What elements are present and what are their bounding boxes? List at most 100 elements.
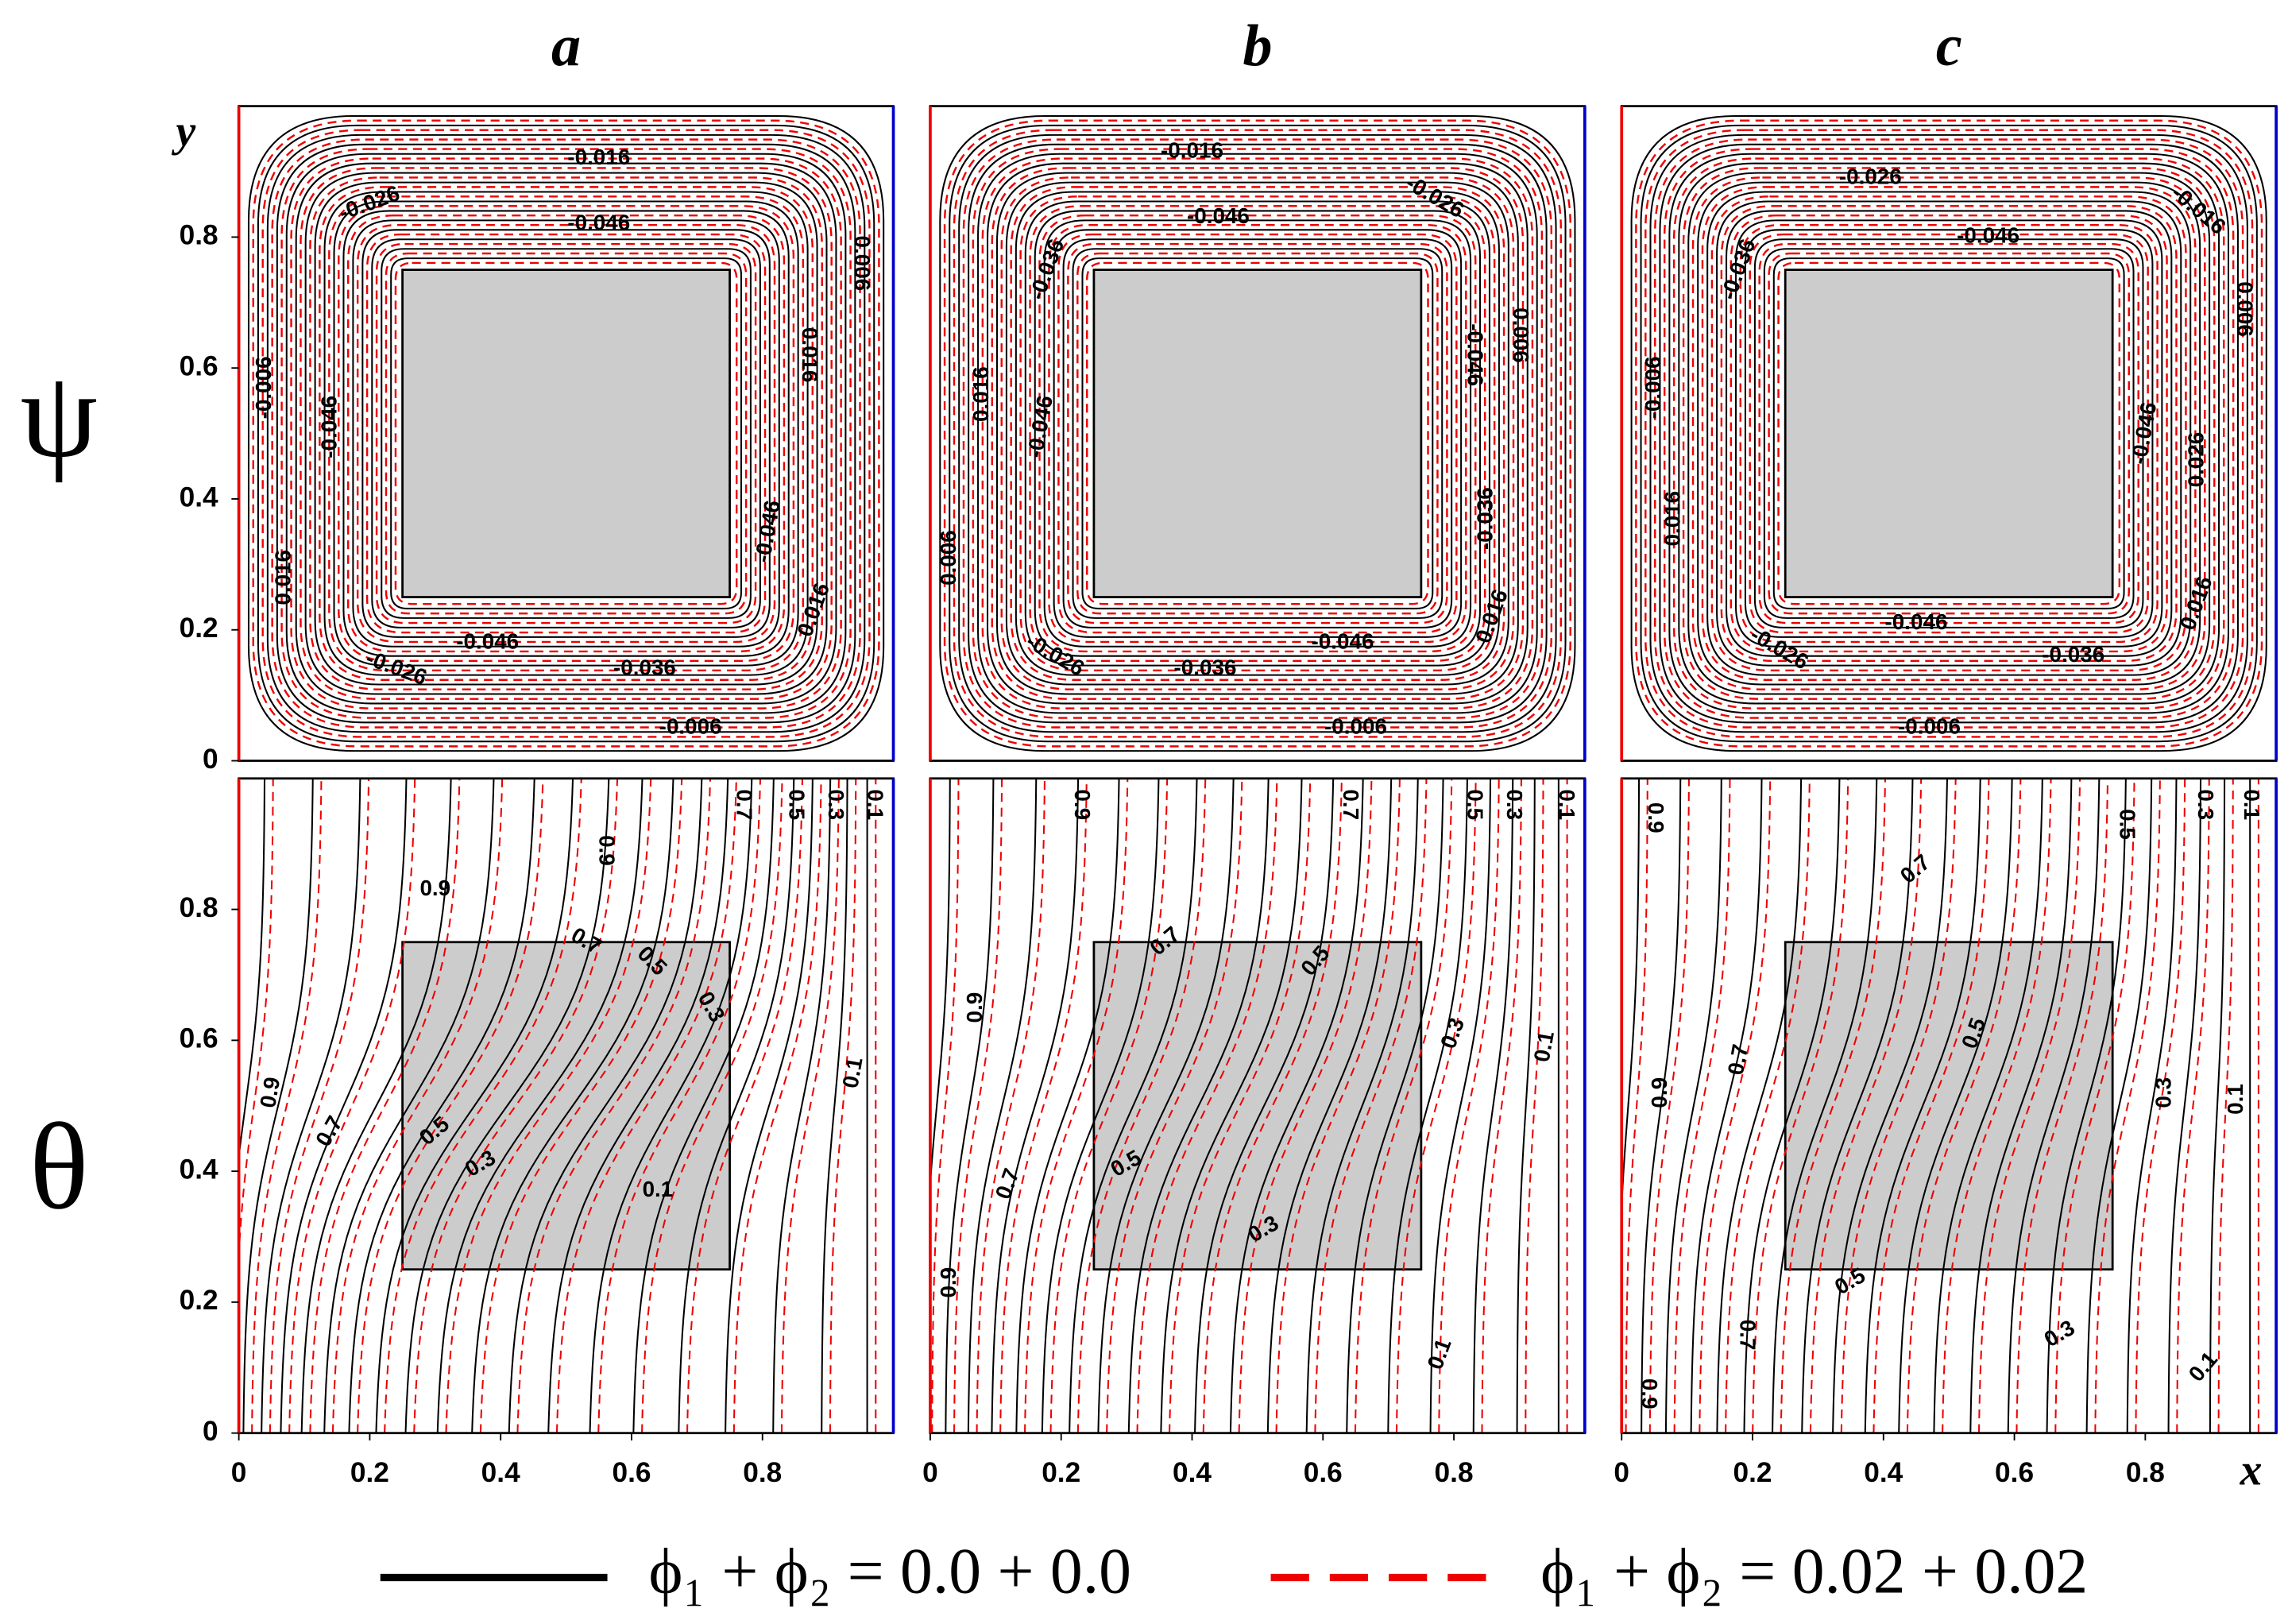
column-label: c — [1936, 14, 1962, 79]
cavity — [401, 269, 731, 598]
streamline — [1726, 210, 2173, 657]
contour-label: -0.046 — [1187, 203, 1250, 228]
x-tick-label: 0.8 — [1435, 1457, 1474, 1488]
streamline — [987, 162, 1529, 705]
x-tick-label: 0.6 — [1995, 1457, 2034, 1488]
isotherm-dashed — [238, 778, 274, 1270]
contour-label: 0.006 — [936, 530, 960, 586]
contour-label: 0.7 — [311, 1112, 347, 1150]
isotherm — [1387, 778, 1468, 1433]
contour-label: -0.026 — [1746, 621, 1813, 674]
streamline-dashed — [943, 119, 1571, 748]
streamline — [1687, 172, 2211, 695]
streamline-dashed — [1076, 252, 1439, 615]
isotherm — [508, 778, 703, 1433]
streamline — [381, 248, 752, 619]
streamline-dashed — [394, 261, 738, 605]
streamline — [995, 172, 1519, 695]
streamline-dashed — [991, 167, 1525, 700]
streamline — [1630, 114, 2267, 752]
streamline — [1072, 248, 1444, 619]
x-tick-label: 0 — [1614, 1457, 1629, 1488]
isotherm-dashed — [976, 778, 1045, 1433]
contour-label: 0.7 — [1735, 1320, 1760, 1351]
contour-label: 0.1 — [1555, 789, 1579, 820]
streamline-dashed — [1644, 129, 2254, 738]
streamline — [939, 114, 1576, 752]
x-tick-label: 0.4 — [1864, 1457, 1903, 1488]
isotherm — [1621, 778, 1641, 1224]
contour-label: 0.5 — [2115, 809, 2139, 840]
streamline — [1640, 124, 2258, 743]
streamline — [1734, 219, 2163, 648]
isotherm — [1266, 778, 1393, 1433]
contour-label: 0.1 — [837, 1055, 867, 1089]
streamline-dashed — [1019, 195, 1496, 672]
isotherm-dashed — [1525, 778, 1544, 1433]
streamline — [1744, 229, 2154, 638]
streamline — [295, 162, 837, 705]
isotherm — [1664, 778, 1722, 1433]
isotherm-dashed — [999, 778, 1088, 1433]
isotherm-dashed — [384, 778, 582, 1433]
streamline-dashed — [1691, 176, 2206, 690]
contour-label: 0.3 — [2040, 1315, 2079, 1351]
streamline-dashed — [1749, 233, 2149, 634]
isotherm — [2126, 778, 2178, 1433]
isotherm — [323, 778, 495, 1433]
isotherm — [1015, 778, 1120, 1433]
isotherm — [1832, 778, 1948, 1433]
contour-label: -0.036 — [1473, 487, 1498, 550]
panel — [930, 778, 1568, 1433]
isotherm-dashed — [309, 778, 461, 1433]
streamline-dashed — [1048, 223, 1467, 644]
contour-label: 0.9 — [936, 1267, 960, 1298]
streamline — [390, 257, 743, 609]
y-tick-label: 0.4 — [180, 1154, 218, 1185]
isotherm-dashed — [445, 778, 652, 1433]
streamline-dashed — [1720, 205, 2178, 663]
streamline — [1062, 238, 1453, 628]
streamline-dashed — [1710, 195, 2187, 672]
contour-label: 0.006 — [2233, 281, 2258, 337]
streamline-dashed — [1067, 242, 1448, 624]
streamline-dashed — [1701, 186, 2197, 681]
streamline — [257, 124, 875, 743]
isotherm-dashed — [1202, 778, 1343, 1433]
streamline — [977, 153, 1538, 714]
contour-label: 0.1 — [2184, 1347, 2223, 1386]
isotherm — [471, 778, 674, 1433]
contour-label: 0.9 — [1070, 789, 1095, 820]
contour-label: -0.026 — [1839, 164, 1902, 189]
contour-label: -0.036 — [1174, 655, 1237, 680]
column-label: a — [551, 14, 581, 79]
contour-label: -0.046 — [2126, 400, 2161, 466]
contour-label: -0.046 — [1463, 323, 1487, 386]
isotherm — [1864, 778, 1981, 1433]
streamline — [1015, 191, 1500, 676]
isotherm-dashed — [1314, 778, 1428, 1433]
streamline-dashed — [1777, 261, 2121, 605]
isotherm-dashed — [597, 778, 762, 1433]
contour-label: 0.9 — [1644, 802, 1668, 833]
streamline-dashed — [1057, 233, 1458, 634]
streamline — [266, 133, 866, 733]
isotherm — [348, 778, 535, 1433]
streamline — [304, 172, 828, 695]
contour-label: 0.1 — [2223, 1084, 2247, 1115]
isotherm — [945, 778, 995, 1433]
streamline — [323, 191, 809, 676]
isotherm — [1716, 778, 1803, 1433]
isotherm — [1743, 778, 1841, 1433]
streamline — [1659, 143, 2239, 724]
cavity — [401, 941, 731, 1271]
isotherm — [1305, 778, 1419, 1433]
contour-label: 0.3 — [2193, 789, 2218, 820]
contour-label: -0.046 — [1022, 393, 1057, 459]
contour-label: 0.9 — [1637, 1378, 1662, 1409]
contour-label: 0.016 — [798, 327, 822, 383]
isotherm — [2209, 778, 2226, 1433]
isotherm-dashed — [2094, 778, 2161, 1433]
streamline-dashed — [981, 157, 1534, 710]
